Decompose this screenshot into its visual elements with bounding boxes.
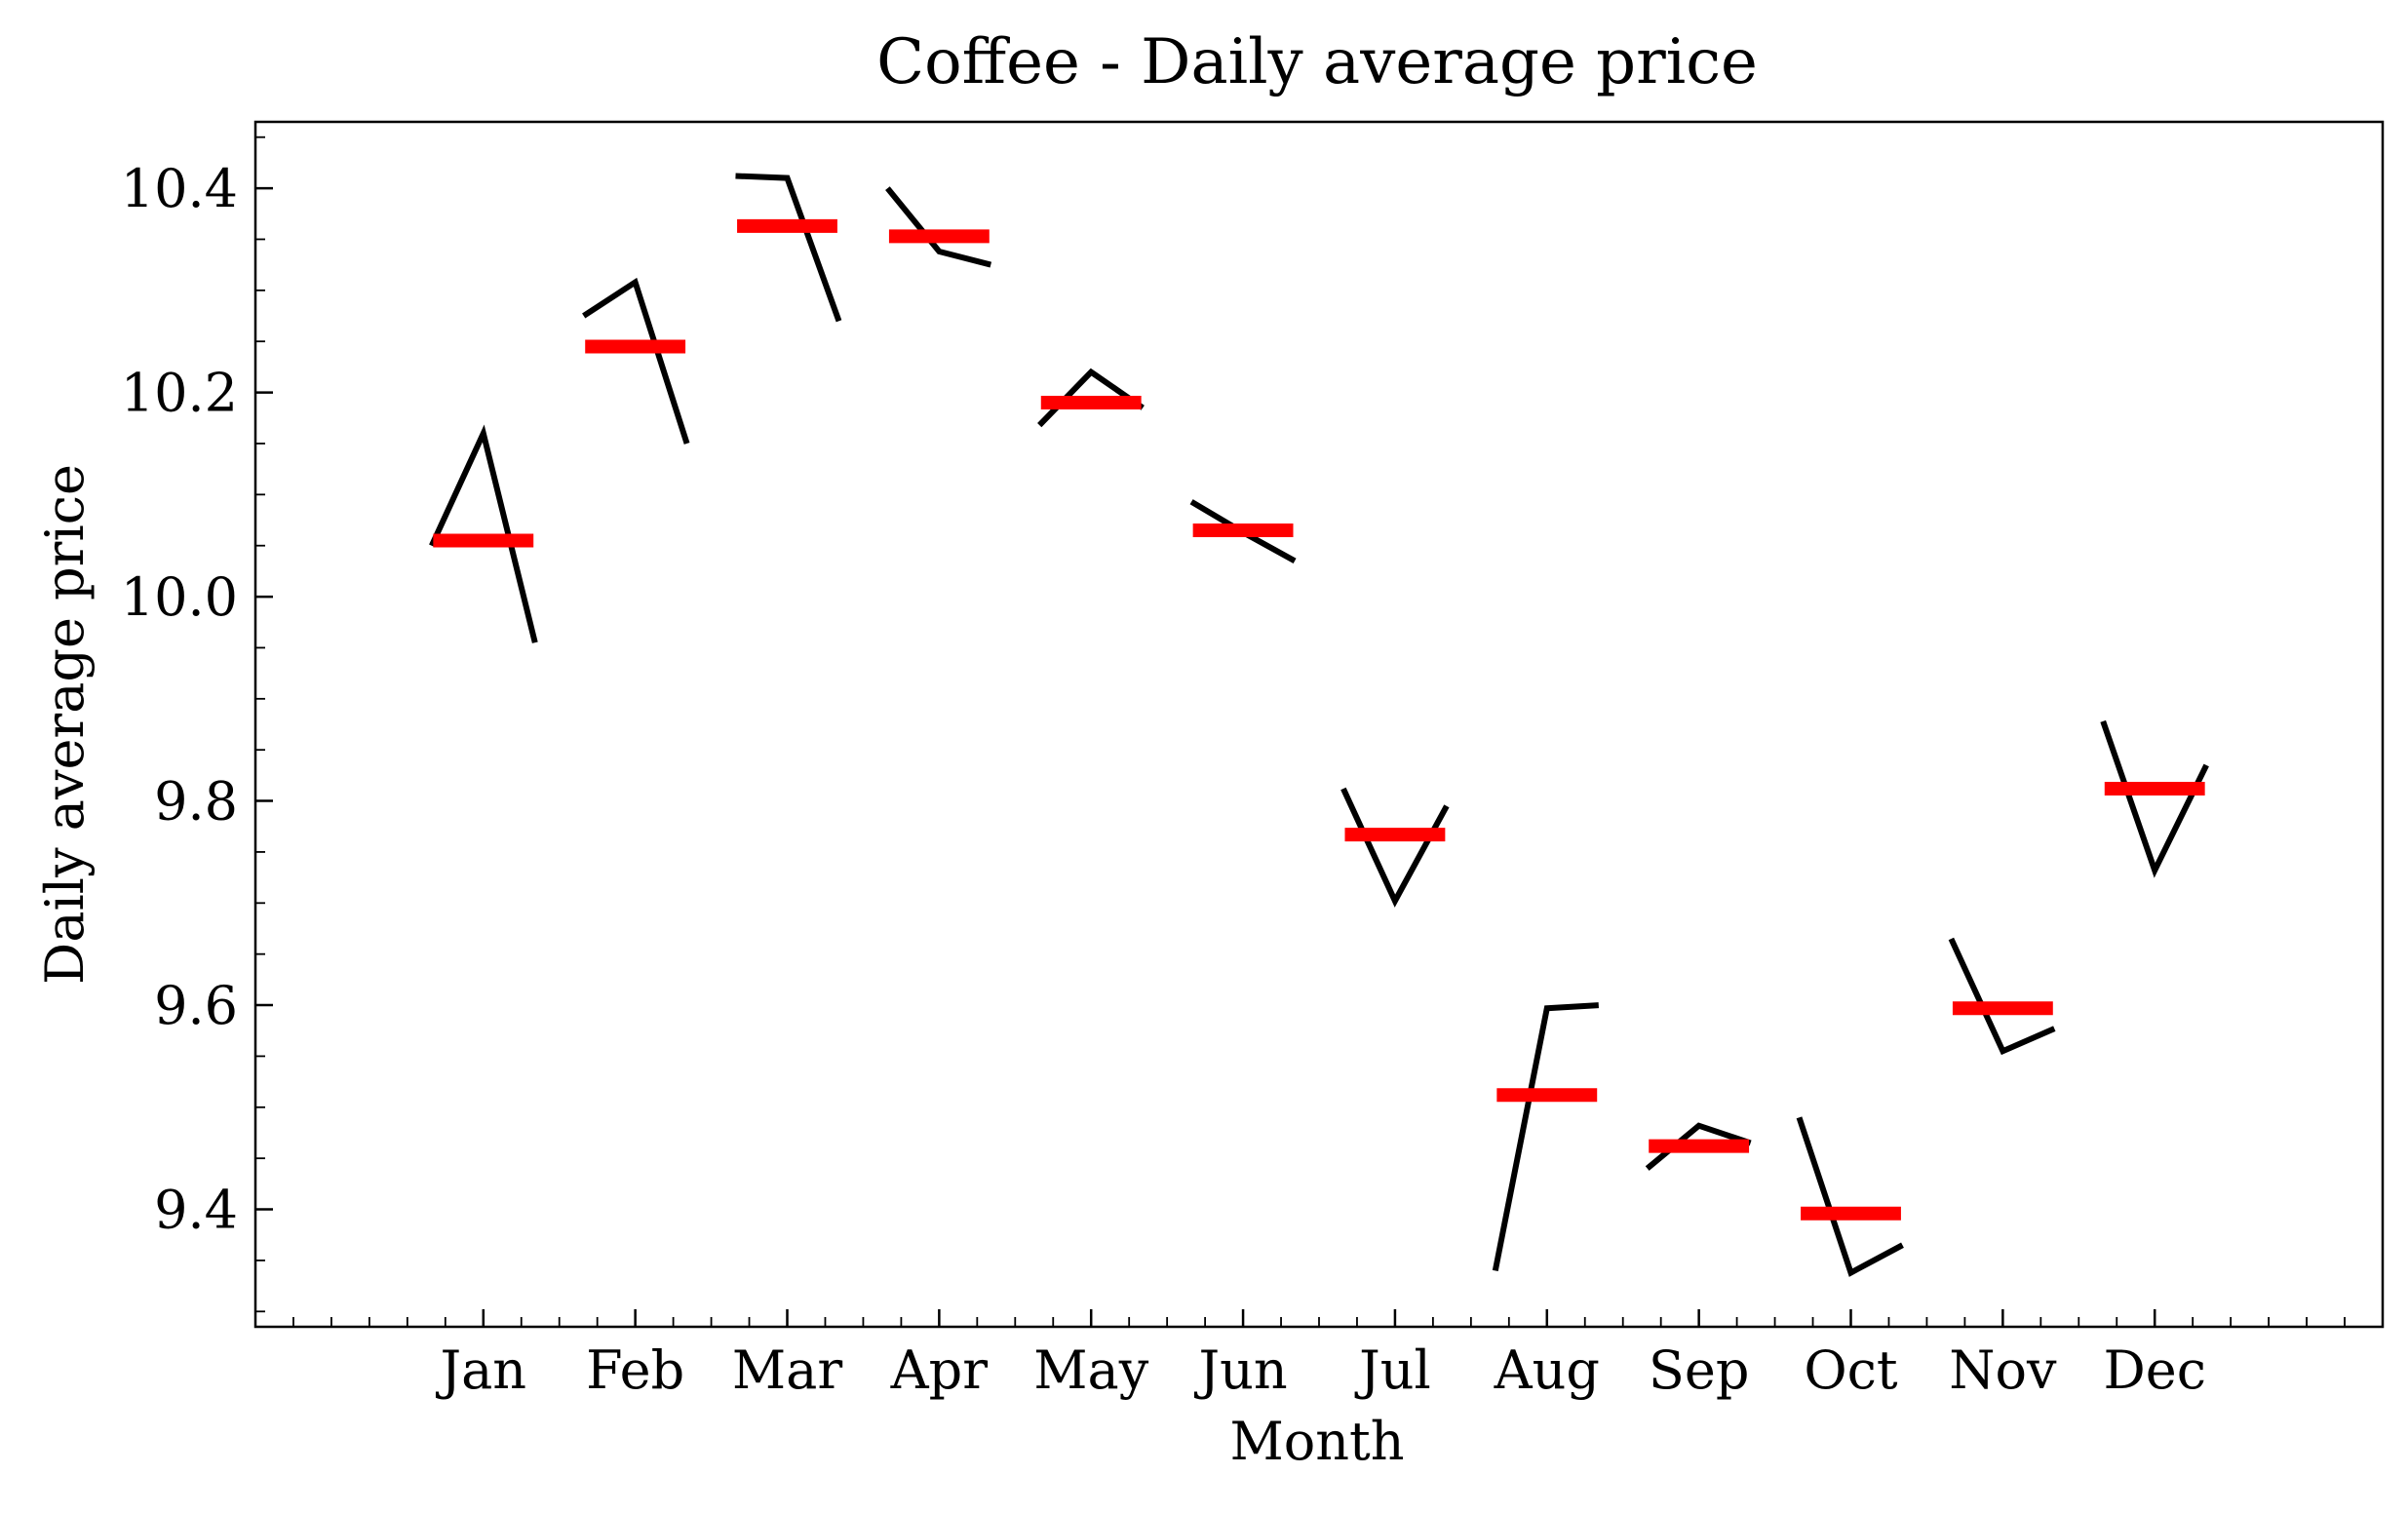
y-tick-label: 10.2 [121,363,238,424]
chart-title: Coffee - Daily average price [876,26,1758,98]
x-tick-label: Sep [1649,1339,1750,1401]
x-tick-label: Mar [732,1339,842,1401]
x-tick-label: Jul [1354,1339,1431,1401]
x-axis-label: Month [1229,1411,1404,1472]
ticks-layer: 9.4 9.6 9.8 10.0 10.2 10.4 Jan Feb Mar Apr May Jun J… [121,136,2384,1401]
month-subseries-line [735,173,842,323]
x-tick-label: Oct [1804,1339,1898,1401]
x-tick-label: May [1033,1339,1148,1401]
month-subseries-line [1340,787,1450,908]
series-layer [429,173,2209,1277]
x-tick-label: Dec [2103,1339,2206,1401]
y-tick-label: 9.8 [154,771,238,833]
month-subseries-line [1645,1122,1752,1171]
x-tick-label: Feb [586,1339,684,1401]
x-tick-label: Apr [890,1339,989,1401]
x-tick-label: Jun [1193,1339,1287,1401]
month-subseries-line [1948,937,2056,1056]
month-subseries-line [885,186,992,268]
month-subseries-line [582,277,690,445]
x-tick-label: Jan [435,1339,526,1401]
y-axis-label: Daily average price [34,464,96,985]
y-tick-label: 9.6 [154,975,238,1036]
plot-frame [253,120,2385,1329]
x-tick-label: Aug [1494,1339,1600,1401]
y-tick-label: 10.0 [121,566,238,628]
month-subseries-line [429,424,538,643]
y-tick-label: 10.4 [121,158,238,219]
month-subseries-line [1796,1116,1904,1277]
month-subseries-line [1492,1002,1599,1271]
x-tick-label: Nov [1949,1339,2057,1401]
month-subseries-line [2100,719,2209,878]
y-tick-label: 9.4 [154,1180,238,1241]
